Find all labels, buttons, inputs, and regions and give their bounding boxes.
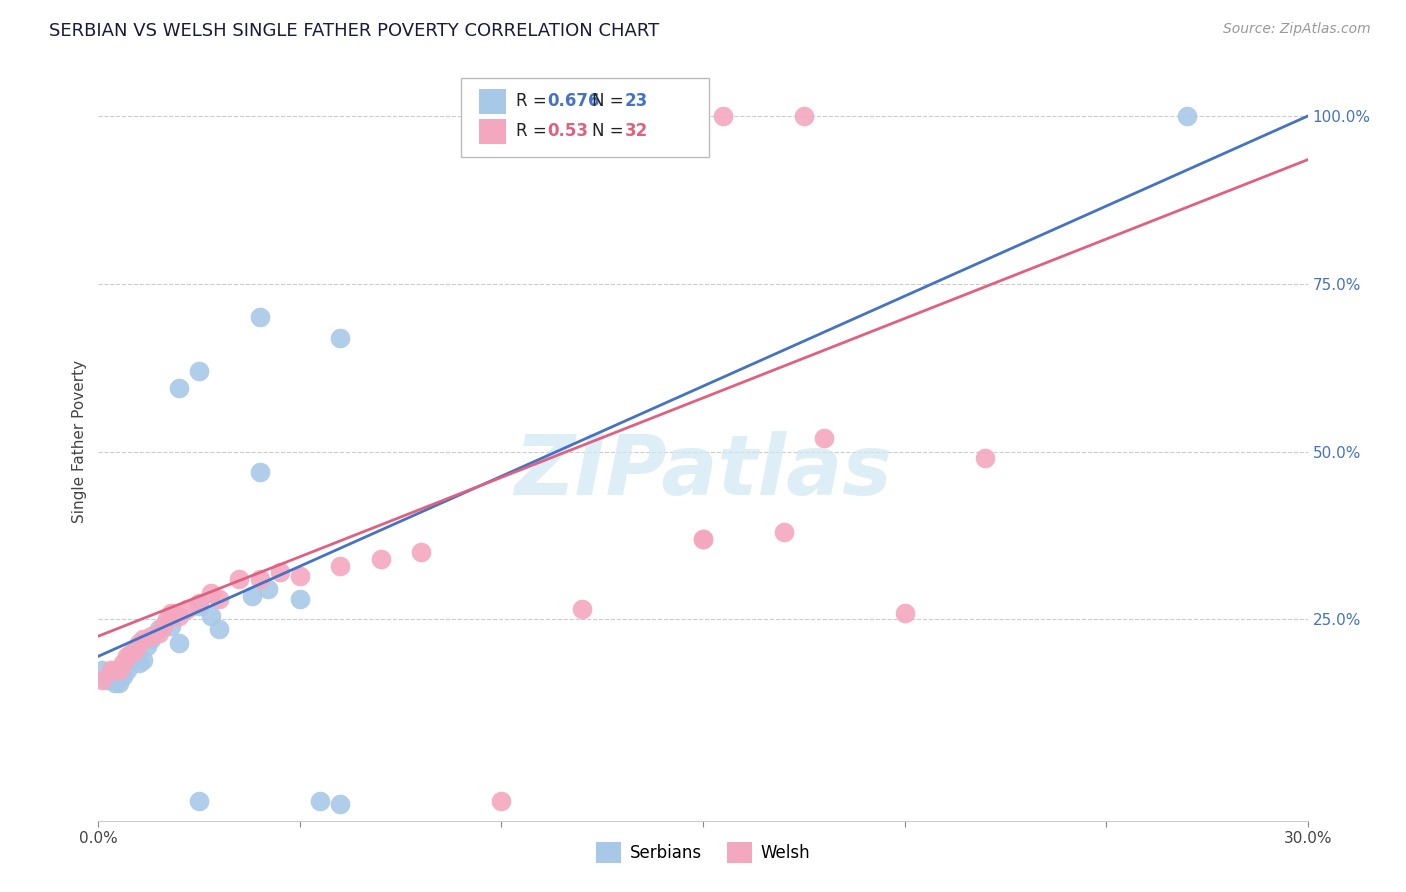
Point	[249, 310, 271, 325]
Point	[974, 451, 997, 466]
Point	[115, 663, 138, 677]
Point	[96, 673, 118, 687]
Point	[208, 623, 231, 637]
Text: N =: N =	[592, 93, 628, 111]
Point	[120, 649, 142, 664]
Point	[167, 609, 190, 624]
Point	[1175, 109, 1198, 123]
Point	[124, 646, 146, 660]
Text: 0.676: 0.676	[547, 93, 599, 111]
Text: 0.53: 0.53	[547, 122, 588, 140]
Point	[124, 642, 146, 657]
Text: R =: R =	[516, 93, 551, 111]
Point	[91, 663, 114, 677]
Point	[160, 606, 183, 620]
Point	[91, 673, 114, 687]
Point	[148, 625, 170, 640]
Point	[409, 545, 432, 559]
Point	[200, 609, 222, 624]
Point	[692, 532, 714, 546]
Point	[148, 623, 170, 637]
Point	[128, 656, 150, 670]
Text: SERBIAN VS WELSH SINGLE FATHER POVERTY CORRELATION CHART: SERBIAN VS WELSH SINGLE FATHER POVERTY C…	[49, 22, 659, 40]
Point	[100, 666, 122, 681]
Point	[111, 656, 134, 670]
Point	[288, 568, 311, 582]
Point	[793, 109, 815, 123]
Point	[160, 619, 183, 633]
Point	[329, 558, 352, 573]
Text: N =: N =	[592, 122, 628, 140]
Point	[103, 676, 125, 690]
Point	[249, 465, 271, 479]
Point	[309, 793, 332, 807]
Point	[176, 602, 198, 616]
Point	[107, 663, 129, 677]
Text: R =: R =	[516, 122, 551, 140]
Point	[208, 592, 231, 607]
Point	[893, 606, 915, 620]
Point	[120, 646, 142, 660]
Point	[200, 585, 222, 599]
Text: ZIPatlas: ZIPatlas	[515, 432, 891, 512]
Point	[139, 629, 162, 643]
Y-axis label: Single Father Poverty: Single Father Poverty	[72, 360, 87, 523]
Point	[249, 572, 271, 586]
Point	[188, 599, 211, 613]
Point	[132, 632, 155, 647]
Point	[139, 632, 162, 647]
Point	[240, 589, 263, 603]
FancyBboxPatch shape	[479, 119, 506, 144]
Point	[329, 330, 352, 344]
Point	[156, 612, 179, 626]
Point	[135, 639, 157, 653]
Point	[128, 636, 150, 650]
Point	[269, 566, 291, 580]
Point	[132, 652, 155, 666]
Legend: Serbians, Welsh: Serbians, Welsh	[589, 836, 817, 869]
Point	[813, 431, 835, 445]
Point	[167, 636, 190, 650]
FancyBboxPatch shape	[461, 78, 709, 157]
Point	[107, 676, 129, 690]
Point	[692, 532, 714, 546]
Point	[370, 552, 392, 566]
Point	[228, 572, 250, 586]
Point	[188, 793, 211, 807]
Text: 32: 32	[624, 122, 648, 140]
Point	[100, 663, 122, 677]
Point	[329, 797, 352, 811]
Point	[111, 669, 134, 683]
Point	[491, 793, 513, 807]
Point	[167, 381, 190, 395]
Point	[115, 649, 138, 664]
Point	[711, 109, 734, 123]
Point	[288, 592, 311, 607]
Point	[103, 663, 125, 677]
Point	[772, 525, 794, 540]
Text: 23: 23	[624, 93, 648, 111]
Point	[188, 364, 211, 378]
Point	[571, 602, 593, 616]
Point	[256, 582, 278, 596]
Point	[152, 619, 174, 633]
Point	[188, 596, 211, 610]
FancyBboxPatch shape	[479, 89, 506, 114]
Text: Source: ZipAtlas.com: Source: ZipAtlas.com	[1223, 22, 1371, 37]
